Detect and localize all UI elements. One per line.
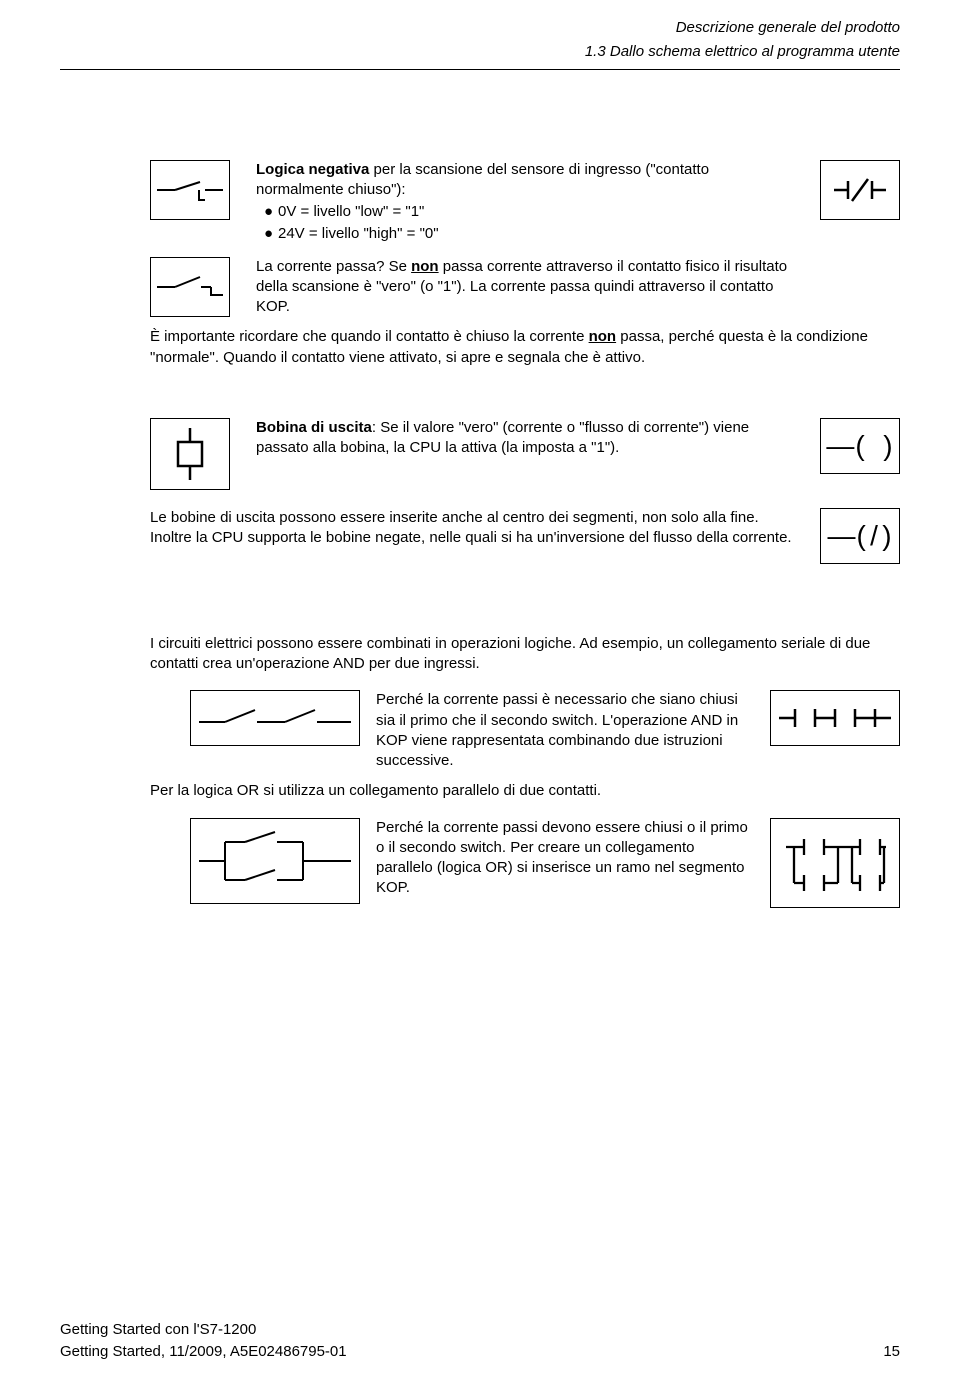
- kop-coil-neg: ―( / ): [820, 508, 900, 564]
- footer-line2: Getting Started, 11/2009, A5E02486795-01: [60, 1342, 347, 1362]
- row-logic-neg-1: Logica negativa per la scansione del sen…: [150, 160, 900, 247]
- symbol-no-switch-step: [150, 257, 230, 317]
- row-or: Perché la corrente passi devono essere c…: [150, 818, 900, 908]
- bullet-0v-text: 0V = livello "low" = "1": [278, 202, 424, 222]
- page-footer: Getting Started con l'S7-1200 Getting St…: [60, 1320, 900, 1363]
- bullet-0v: ●0V = livello "low" = "1": [264, 202, 800, 222]
- text-bobine-neg: Le bobine di uscita possono essere inser…: [150, 508, 800, 549]
- bold-bobina: Bobina di uscita: [256, 419, 372, 436]
- kop-nc-contact: [820, 160, 900, 220]
- symbol-nc-switch: [150, 160, 230, 220]
- text-logic-neg-intro: Logica negativa per la scansione del sen…: [256, 160, 800, 247]
- bullet-24v-text: 24V = livello "high" = "0": [278, 224, 439, 244]
- p2a: La corrente passa? Se: [256, 258, 411, 275]
- para-importante: È importante ricordare che quando il con…: [150, 327, 900, 368]
- kop-coil-glyph: ―( ): [826, 427, 893, 465]
- page-content: Logica negativa per la scansione del sen…: [60, 70, 900, 908]
- kop-and: [770, 690, 900, 746]
- text-bobina: Bobina di uscita: Se il valore "vero" (c…: [256, 418, 800, 459]
- para-or-intro: Per la logica OR si utilizza un collegam…: [150, 781, 900, 801]
- row-logic-neg-2: La corrente passa? Se non passa corrente…: [150, 257, 900, 318]
- p3a: È importante ricordare che quando il con…: [150, 328, 589, 345]
- symbol-and-switches: [190, 690, 360, 746]
- bullet-24v: ●24V = livello "high" = "0": [264, 224, 800, 244]
- text-and: Perché la corrente passi è necessario ch…: [376, 690, 750, 771]
- symbol-or-switches: [190, 818, 360, 904]
- bold-logica-negativa: Logica negativa: [256, 161, 369, 178]
- kop-coil-neg-glyph: ―( / ): [827, 517, 892, 555]
- kop-coil: ―( ): [820, 418, 900, 474]
- row-coil: Bobina di uscita: Se il valore "vero" (c…: [150, 418, 900, 490]
- kop-or: [770, 818, 900, 908]
- row-and: Perché la corrente passi è necessario ch…: [150, 690, 900, 771]
- text-corrente-passa: La corrente passa? Se non passa corrente…: [256, 257, 800, 318]
- header-subtitle: 1.3 Dallo schema elettrico al programma …: [60, 42, 900, 62]
- header-title: Descrizione generale del prodotto: [60, 18, 900, 38]
- symbol-coil: [150, 418, 230, 490]
- para-circuiti-intro: I circuiti elettrici possono essere comb…: [150, 634, 900, 675]
- p2-non: non: [411, 258, 439, 275]
- footer-page: 15: [883, 1342, 900, 1362]
- text-or: Perché la corrente passi devono essere c…: [376, 818, 750, 899]
- p3-non: non: [589, 328, 617, 345]
- footer-line1: Getting Started con l'S7-1200: [60, 1320, 900, 1340]
- row-coil-neg: Le bobine di uscita possono essere inser…: [150, 508, 900, 564]
